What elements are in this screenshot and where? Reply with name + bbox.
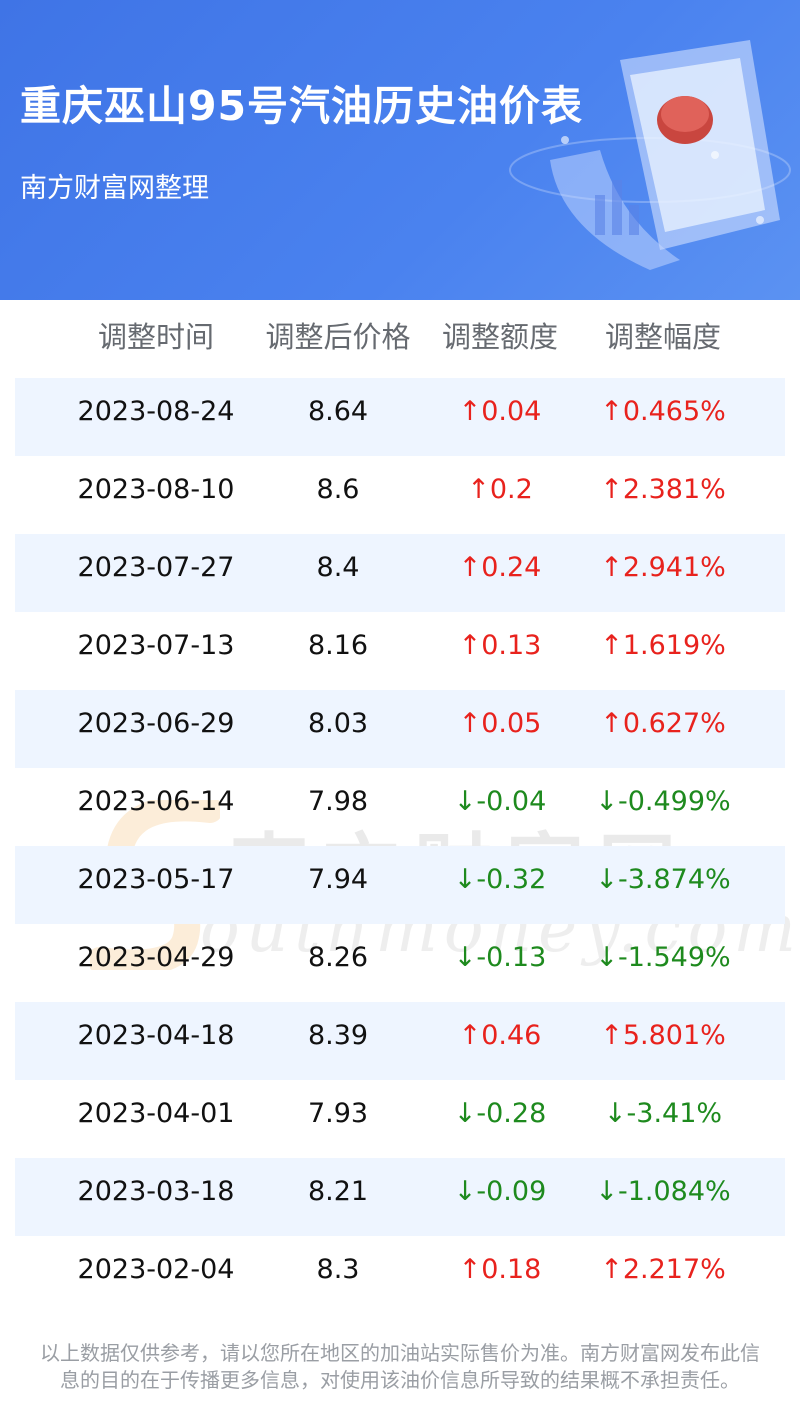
cell-change: ↑0.04 bbox=[458, 396, 542, 427]
cell-price: 8.21 bbox=[307, 1176, 369, 1207]
disclaimer: 以上数据仅供参考，请以您所在地区的加油站实际售价为准。南方财富网发布此信 息的目… bbox=[0, 1340, 800, 1394]
cell-date: 2023-08-24 bbox=[77, 396, 235, 427]
cell-price: 8.39 bbox=[307, 1020, 369, 1051]
column-header-price: 调整后价格 bbox=[265, 320, 411, 354]
cell-percent: ↑0.627% bbox=[600, 708, 726, 739]
table-row: 2023-07-27 8.4 ↑0.24 ↑2.941% bbox=[15, 534, 785, 612]
cell-price: 8.16 bbox=[307, 630, 369, 661]
cell-date: 2023-04-01 bbox=[77, 1098, 235, 1129]
table-row: 2023-08-24 8.64 ↑0.04 ↑0.465% bbox=[15, 378, 785, 456]
cell-percent: ↑1.619% bbox=[600, 630, 726, 661]
cell-percent: ↓-1.549% bbox=[595, 942, 731, 973]
cell-price: 8.03 bbox=[307, 708, 369, 739]
table-row: 2023-06-14 7.98 ↓-0.04 ↓-0.499% bbox=[15, 768, 785, 846]
cell-price: 7.93 bbox=[307, 1098, 369, 1129]
table-row: 2023-06-29 8.03 ↑0.05 ↑0.627% bbox=[15, 690, 785, 768]
cell-date: 2023-05-17 bbox=[77, 864, 235, 895]
cell-change: ↓-0.04 bbox=[453, 786, 547, 817]
header-banner: 重庆巫山95号汽油历史油价表 南方财富网整理 bbox=[0, 0, 800, 300]
table-header: 调整时间 调整后价格 调整额度 调整幅度 bbox=[0, 300, 800, 378]
page-title: 重庆巫山95号汽油历史油价表 bbox=[20, 82, 584, 130]
cell-change: ↓-0.13 bbox=[453, 942, 547, 973]
table-row: 2023-07-13 8.16 ↑0.13 ↑1.619% bbox=[15, 612, 785, 690]
cell-date: 2023-04-29 bbox=[77, 942, 235, 973]
cell-change: ↓-0.28 bbox=[453, 1098, 547, 1129]
cell-date: 2023-06-14 bbox=[77, 786, 235, 817]
column-header-change: 调整额度 bbox=[441, 320, 559, 354]
cell-percent: ↑0.465% bbox=[600, 396, 726, 427]
cell-date: 2023-07-27 bbox=[77, 552, 235, 583]
cell-percent: ↓-3.874% bbox=[595, 864, 731, 895]
page-subtitle: 南方财富网整理 bbox=[20, 173, 209, 204]
cell-price: 8.3 bbox=[316, 1254, 360, 1285]
cell-change: ↓-0.09 bbox=[453, 1176, 547, 1207]
table-row: 2023-05-17 7.94 ↓-0.32 ↓-3.874% bbox=[15, 846, 785, 924]
cell-date: 2023-02-04 bbox=[77, 1254, 235, 1285]
cell-change: ↑0.2 bbox=[467, 474, 533, 505]
cell-percent: ↓-3.41% bbox=[603, 1098, 723, 1129]
table-row: 2023-03-18 8.21 ↓-0.09 ↓-1.084% bbox=[15, 1158, 785, 1236]
column-header-date: 调整时间 bbox=[97, 320, 215, 354]
cell-price: 8.4 bbox=[316, 552, 360, 583]
cell-date: 2023-07-13 bbox=[77, 630, 235, 661]
column-header-percent: 调整幅度 bbox=[604, 320, 722, 354]
disclaimer-line-2: 息的目的在于传播更多信息，对使用该油价信息所导致的结果概不承担责任。 bbox=[60, 1368, 740, 1392]
cell-percent: ↓-1.084% bbox=[595, 1176, 731, 1207]
cell-price: 8.26 bbox=[307, 942, 369, 973]
table-row: 2023-02-04 8.3 ↑0.18 ↑2.217% bbox=[15, 1236, 785, 1314]
cell-percent: ↓-0.499% bbox=[595, 786, 731, 817]
cell-change: ↓-0.32 bbox=[453, 864, 547, 895]
table-row: 2023-08-10 8.6 ↑0.2 ↑2.381% bbox=[15, 456, 785, 534]
cell-date: 2023-06-29 bbox=[77, 708, 235, 739]
cell-price: 8.64 bbox=[307, 396, 369, 427]
cell-price: 8.6 bbox=[316, 474, 360, 505]
price-table: 2023-08-24 8.64 ↑0.04 ↑0.465% 2023-08-10 8.6 ↑… bbox=[15, 378, 785, 1314]
cell-price: 7.94 bbox=[307, 864, 369, 895]
table-row: 2023-04-01 7.93 ↓-0.28 ↓-3.41% bbox=[15, 1080, 785, 1158]
cell-percent: ↑2.217% bbox=[600, 1254, 726, 1285]
cell-price: 7.98 bbox=[307, 786, 369, 817]
cell-change: ↑0.13 bbox=[458, 630, 542, 661]
cell-change: ↑0.18 bbox=[458, 1254, 542, 1285]
cell-change: ↑0.46 bbox=[458, 1020, 542, 1051]
document-illustration-icon bbox=[509, 40, 791, 270]
cell-date: 2023-04-18 bbox=[77, 1020, 235, 1051]
cell-date: 2023-08-10 bbox=[77, 474, 235, 505]
cell-change: ↑0.05 bbox=[458, 708, 542, 739]
table-row: 2023-04-29 8.26 ↓-0.13 ↓-1.549% bbox=[15, 924, 785, 1002]
table-row: 2023-04-18 8.39 ↑0.46 ↑5.801% bbox=[15, 1002, 785, 1080]
disclaimer-line-1: 以上数据仅供参考，请以您所在地区的加油站实际售价为准。南方财富网发布此信 bbox=[40, 1341, 760, 1365]
cell-percent: ↑5.801% bbox=[600, 1020, 726, 1051]
cell-date: 2023-03-18 bbox=[77, 1176, 235, 1207]
cell-percent: ↑2.941% bbox=[600, 552, 726, 583]
cell-change: ↑0.24 bbox=[458, 552, 542, 583]
cell-percent: ↑2.381% bbox=[600, 474, 726, 505]
